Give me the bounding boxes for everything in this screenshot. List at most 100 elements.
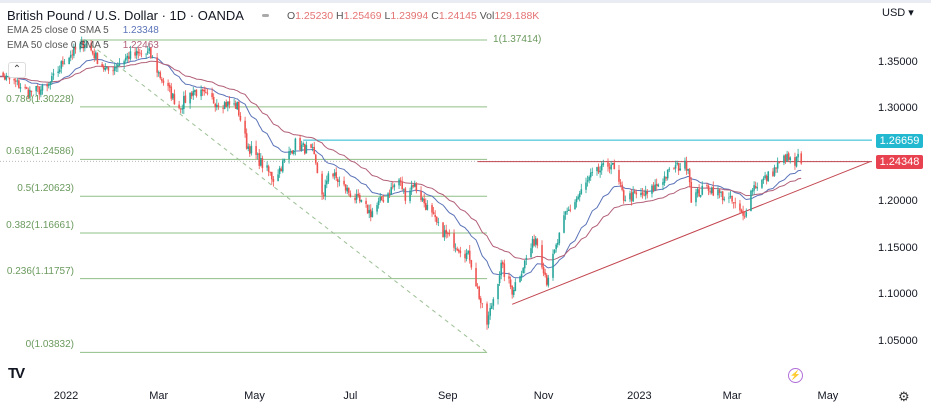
candle-body [445,229,447,234]
candle-body [170,86,173,99]
candle-body [420,190,422,201]
candle-body [651,185,653,194]
candle-body [784,155,787,162]
candle-body [228,101,231,105]
candle-body [756,187,759,189]
candle-body [260,158,262,166]
candle-body [640,192,642,196]
candle-body [393,184,396,188]
candle-body [415,183,418,192]
candle-body [567,209,570,211]
symbol-title[interactable]: British Pound / U.S. Dollar · 1D · OANDA [7,8,244,23]
candle-body [327,173,330,182]
candle-body [503,263,506,277]
candle-body [712,186,715,196]
candle-body [107,67,110,71]
candle-body [7,76,9,78]
candle-body [778,162,781,164]
candle-body [514,282,517,291]
candle-body [16,80,19,82]
candle-body [71,54,74,56]
candle-body [335,172,338,179]
more-icon[interactable] [261,14,269,17]
candle-body [29,89,31,98]
candle-body [212,96,215,104]
candle-body [710,187,713,194]
candle-body [402,188,405,190]
currency-selector[interactable]: USD ▾ [882,7,914,19]
candle-body [69,55,72,58]
candle-body [739,203,741,211]
candle-body [91,50,94,54]
time-tick-label: 2022 [53,390,79,402]
candle-body [679,168,682,171]
candle-body [563,215,565,233]
candle-body [731,196,733,202]
candle-body [96,53,99,65]
candle-body [18,80,20,88]
candle-body [720,192,722,194]
candle-body [412,184,414,187]
candle-body [404,188,407,201]
candle-body [718,189,721,194]
candle-body [189,92,191,104]
candle-body [632,191,634,202]
candle-body [102,66,105,70]
candle-body [178,104,180,109]
candle-body [437,221,440,223]
chevron-up-icon[interactable]: ⌃ [8,62,26,78]
candle-body [79,43,81,50]
candle-body [369,209,372,218]
candle-body [644,190,647,196]
lightning-icon[interactable]: ⚡ [788,368,803,383]
candle-body [27,89,30,98]
candle-body [591,171,594,173]
candle-body [255,146,257,155]
candle-body [751,190,754,192]
candle-body [490,305,493,309]
indicator-ema50[interactable]: EMA 50 close 0 SMA 5 1.22463 [7,40,159,51]
candle-body [574,202,576,210]
candle-body [82,40,85,49]
candle-body [214,103,217,108]
candle-body [168,85,171,88]
candle-body [390,187,392,195]
candle-body [753,185,755,191]
candle-body [117,65,119,67]
candle-body [464,253,466,259]
candle-body [62,60,64,65]
candle-body [624,200,627,201]
candle-body [225,101,228,107]
candle-body [366,204,369,214]
candle-body [2,72,4,77]
candle-body [234,103,237,109]
candle-body [448,233,451,235]
candle-body [775,167,777,169]
candle-body [580,189,583,194]
candle-body [30,90,33,92]
candle-body [511,285,513,295]
chart-legend: British Pound / U.S. Dollar · 1D · OANDA… [7,8,539,53]
indicator-ema25[interactable]: EMA 25 close 0 SMA 5 1.23348 [7,25,159,36]
candle-body [222,107,224,109]
candle-body [701,185,704,195]
candle-body [432,212,435,215]
candle-body [534,238,537,245]
candle-body [553,249,556,253]
candle-body [211,93,213,98]
candle-body [195,89,198,97]
price-tick-label: 1.05000 [878,334,918,347]
tradingview-logo[interactable]: TV [8,365,25,382]
gear-icon[interactable]: ⚙ [898,389,910,404]
candle-body [467,250,469,254]
candle-body [310,144,312,148]
candle-body [585,182,587,190]
candle-body [654,184,656,191]
candle-body [300,144,303,151]
candle-body [57,71,59,74]
candle-body [767,171,770,182]
price-tick-label: 1.30000 [878,102,918,114]
candle-body [610,164,612,170]
candle-body [663,176,666,184]
